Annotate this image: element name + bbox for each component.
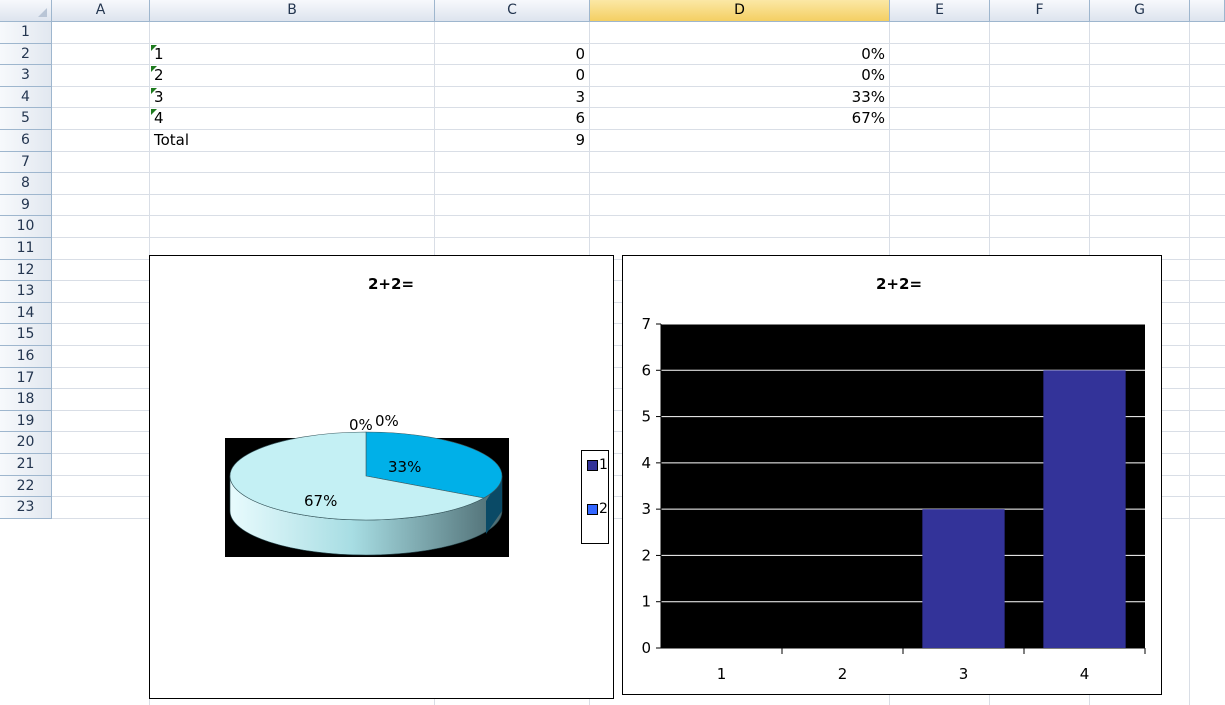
row-header-3[interactable]: 3 <box>0 65 52 87</box>
cell-c5[interactable]: 6 <box>575 109 585 128</box>
row-header-18[interactable]: 18 <box>0 389 52 411</box>
row-gridline <box>52 215 1225 217</box>
cell-c4[interactable]: 3 <box>575 87 585 106</box>
column-header-d[interactable]: D <box>590 0 890 22</box>
row-header-16[interactable]: 16 <box>0 346 52 368</box>
bar-chart-title: 2+2= <box>876 275 923 293</box>
row-gridline <box>52 150 1225 152</box>
cell-b5[interactable]: 4 <box>154 109 164 128</box>
row-gridline <box>52 129 1225 130</box>
error-indicator-icon <box>151 44 157 51</box>
row-header-7[interactable]: 7 <box>0 151 52 174</box>
select-all-corner[interactable] <box>0 0 52 22</box>
row-header-13[interactable]: 13 <box>0 281 52 303</box>
column-header-b[interactable]: B <box>150 0 435 22</box>
legend-swatch-icon <box>587 503 598 515</box>
row-header-8[interactable]: 8 <box>0 173 52 195</box>
y-tick-label: 5 <box>641 408 651 426</box>
row-header-2[interactable]: 2 <box>0 43 52 66</box>
row-gridline <box>52 85 1225 87</box>
bar-4 <box>1043 370 1126 648</box>
column-header-a[interactable]: A <box>52 0 150 22</box>
cell-c3[interactable]: 0 <box>575 66 585 85</box>
column-gridline <box>1189 22 1190 705</box>
row-header-5[interactable]: 5 <box>0 108 52 130</box>
pie-data-label-3: 33% <box>388 458 421 476</box>
row-header-22[interactable]: 22 <box>0 475 52 498</box>
pie-chart-svg: 0% 0% 33% 67% <box>225 412 509 557</box>
error-indicator-icon <box>151 87 157 94</box>
row-gridline <box>52 237 1225 238</box>
row-gridline <box>52 172 1225 174</box>
cell-d3[interactable]: 0% <box>861 66 885 85</box>
legend-swatch-icon <box>587 459 598 471</box>
cell-c2[interactable]: 0 <box>575 44 585 63</box>
row-header-10[interactable]: 10 <box>0 216 52 238</box>
column-header-f[interactable]: F <box>990 0 1090 22</box>
y-tick-label: 2 <box>641 546 651 564</box>
bar-chart-svg: 0 1 2 3 4 5 6 7 1 2 3 4 <box>641 315 1146 683</box>
column-header-e[interactable]: E <box>890 0 990 22</box>
pie-legend-item-2: 2 <box>587 501 608 517</box>
x-tick-label: 4 <box>1080 665 1090 683</box>
cell-d2[interactable]: 0% <box>861 44 885 63</box>
cell-b3[interactable]: 2 <box>154 66 164 85</box>
bar-3 <box>922 509 1005 648</box>
x-tick-label: 1 <box>717 665 727 683</box>
y-tick-label: 0 <box>641 639 651 657</box>
row-header-4[interactable]: 4 <box>0 86 52 109</box>
row-header-11[interactable]: 11 <box>0 238 52 260</box>
column-header-g[interactable]: G <box>1090 0 1190 22</box>
pie-data-label-4: 67% <box>304 492 337 510</box>
y-tick-label: 3 <box>641 500 651 518</box>
pie-legend-label: 2 <box>599 501 608 517</box>
cell-b2[interactable]: 1 <box>154 44 164 63</box>
error-indicator-icon <box>151 66 157 73</box>
column-header-blank[interactable] <box>1190 0 1225 22</box>
pie-slice-4 <box>229 431 485 521</box>
row-header-17[interactable]: 17 <box>0 367 52 390</box>
pie-side-dark <box>486 476 502 534</box>
error-indicator-icon <box>151 109 157 116</box>
row-header-14[interactable]: 14 <box>0 302 52 325</box>
row-gridline <box>52 107 1225 109</box>
row-header-19[interactable]: 19 <box>0 410 52 433</box>
pie-legend-label: 1 <box>599 457 608 473</box>
row-gridline <box>52 193 1225 195</box>
x-tick-label: 2 <box>838 665 848 683</box>
row-header-9[interactable]: 9 <box>0 194 52 217</box>
x-tick-label: 3 <box>959 665 969 683</box>
pie-data-label-2: 0% <box>375 412 399 430</box>
row-header-1[interactable]: 1 <box>0 22 52 44</box>
row-header-6[interactable]: 6 <box>0 130 52 152</box>
column-header-c[interactable]: C <box>435 0 590 22</box>
row-header-15[interactable]: 15 <box>0 324 52 346</box>
y-tick-label: 7 <box>641 315 651 333</box>
row-header-21[interactable]: 21 <box>0 454 52 476</box>
cell-d4[interactable]: 33% <box>851 87 885 106</box>
cell-c6[interactable]: 9 <box>575 131 585 149</box>
row-gridline <box>52 64 1225 66</box>
row-gridline <box>52 42 1225 44</box>
y-tick-label: 1 <box>641 593 651 611</box>
row-header-20[interactable]: 20 <box>0 432 52 454</box>
pie-chart-title: 2+2= <box>368 275 415 293</box>
pie-legend-item-1: 1 <box>587 457 608 473</box>
y-tick-label: 4 <box>641 454 651 472</box>
pie-data-label-1: 0% <box>349 416 373 434</box>
row-header-23[interactable]: 23 <box>0 497 52 519</box>
pie-slice-3 <box>365 431 503 499</box>
cell-b4[interactable]: 3 <box>154 87 164 106</box>
y-tick-label: 6 <box>641 361 651 379</box>
row-header-12[interactable]: 12 <box>0 259 52 282</box>
cell-d5[interactable]: 67% <box>851 109 885 128</box>
bar-chart[interactable]: 2+2= 0 1 2 3 4 5 6 7 1 2 3 4 <box>622 255 1162 695</box>
cell-b6[interactable]: Total <box>154 131 190 149</box>
